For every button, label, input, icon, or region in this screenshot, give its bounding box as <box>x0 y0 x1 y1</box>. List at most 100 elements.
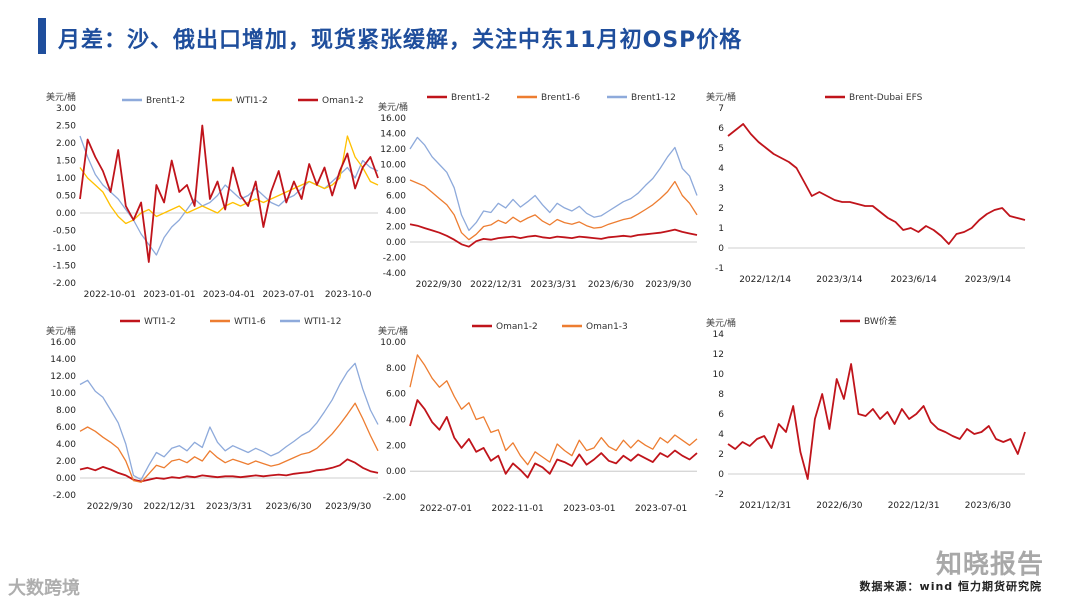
x-tick-label: 2023-07-01 <box>635 504 687 514</box>
series-line <box>409 136 698 232</box>
x-tick-label: 2022-07-01 <box>420 504 472 514</box>
y-tick-label: 14 <box>713 330 725 340</box>
x-tick-label: 2022/9/30 <box>87 502 133 512</box>
y-tick-label: -1 <box>715 264 724 274</box>
y-tick-label: 6.00 <box>386 390 406 400</box>
y-tick-label: 5 <box>718 144 724 154</box>
y-tick-label: -1.00 <box>53 244 77 254</box>
legend-label: Oman1-2 <box>322 96 364 106</box>
series-line <box>409 179 698 241</box>
legend-label: Brent1-6 <box>541 93 580 103</box>
y-tick-label: -2 <box>715 490 724 500</box>
y-tick-label: 8.00 <box>56 406 76 416</box>
y-tick-label: 2.00 <box>386 441 406 451</box>
x-tick-label: 2023-04-01 <box>203 290 255 300</box>
x-tick-label: 2023/6/30 <box>965 501 1011 511</box>
y-axis-unit-label: 美元/桶 <box>706 317 736 329</box>
series-line <box>409 354 698 466</box>
y-tick-label: 4.00 <box>386 207 406 217</box>
x-tick-label: 2023/9/30 <box>325 502 371 512</box>
y-tick-label: 3.00 <box>56 104 76 114</box>
y-tick-label: 10 <box>713 370 725 380</box>
y-tick-label: 4.00 <box>386 416 406 426</box>
x-tick-label: 2023/3/31 <box>530 280 576 290</box>
y-tick-label: 2 <box>718 204 724 214</box>
series-line <box>79 458 379 483</box>
y-tick-label: -4.00 <box>383 269 407 279</box>
data-source: 数据来源：wind 恒力期货研究院 <box>859 580 1042 593</box>
y-tick-label: -0.50 <box>53 227 77 237</box>
y-tick-label: 0 <box>718 244 724 254</box>
y-tick-label: 8.00 <box>386 176 406 186</box>
series-line <box>727 123 1026 245</box>
y-tick-label: -2.00 <box>383 254 407 264</box>
x-tick-label: 2023-03-01 <box>563 504 615 514</box>
x-tick-label: 2022/12/31 <box>143 502 195 512</box>
series-line <box>409 399 698 479</box>
legend-label: WTI1-2 <box>236 96 268 106</box>
x-tick-label: 2023/9/30 <box>645 280 691 290</box>
legend-label: WTI1-6 <box>234 317 266 327</box>
y-axis-unit-label: 美元/桶 <box>46 91 76 103</box>
y-tick-label: 8.00 <box>386 364 406 374</box>
y-tick-label: 0.00 <box>386 238 406 248</box>
y-axis-unit-label: 美元/桶 <box>378 325 408 337</box>
y-tick-label: 0.00 <box>386 467 406 477</box>
x-tick-label: 2022/12/31 <box>888 501 940 511</box>
chart-5-oman-spreads: 美元/桶 10.00 8.00 6.00 4.00 2.00 0.00 -2.00 2022-0… <box>372 312 707 527</box>
watermark-zhixiao: 知晓报告 <box>935 550 1044 580</box>
y-tick-label: 14.00 <box>380 130 406 140</box>
y-tick-label: 0.00 <box>56 209 76 219</box>
y-tick-label: 2.50 <box>56 122 76 132</box>
chart-1-wti-brent-oman: 美元/桶 3.00 2.50 2.00 1.50 1.00 0.50 0.00 -0.50 -1.… <box>40 88 385 313</box>
legend-label: WTI1-2 <box>144 317 176 327</box>
chart-4-wti-spreads: 美元/桶 16.00 14.00 12.00 10.00 8.00 6.00 4.00 2.00… <box>40 312 385 527</box>
x-tick-label: 2023-10-0 <box>325 290 372 300</box>
y-tick-label: 12.00 <box>380 145 406 155</box>
y-tick-label: -1.50 <box>53 262 77 272</box>
x-tick-label: 2022/9/30 <box>416 280 462 290</box>
series-line <box>79 135 379 225</box>
y-tick-label: 3 <box>718 184 724 194</box>
legend-label: Brent1-2 <box>451 93 490 103</box>
x-tick-label: 2022/6/30 <box>816 501 862 511</box>
y-tick-label: 0 <box>718 470 724 480</box>
x-tick-label: 2022/12/14 <box>739 275 791 285</box>
x-tick-label: 2023/6/14 <box>891 275 937 285</box>
legend-label: Oman1-2 <box>496 322 538 332</box>
y-tick-label: 2.00 <box>56 457 76 467</box>
y-tick-label: 10.00 <box>380 161 406 171</box>
y-tick-label: 10.00 <box>50 389 76 399</box>
legend-label: Oman1-3 <box>586 322 628 332</box>
x-tick-label: 2023/9/14 <box>965 275 1011 285</box>
y-tick-label: 6.00 <box>56 423 76 433</box>
watermark-dashu: 大数跨境 <box>8 578 80 599</box>
y-tick-label: 1.00 <box>56 174 76 184</box>
legend-label: Brent1-12 <box>631 93 676 103</box>
chart-3-brent-dubai-efs: 美元/桶 7 6 5 4 3 2 1 0 -1 2022/12/14 2023/3/14 2023/6/… <box>700 88 1040 313</box>
series-line <box>79 362 379 481</box>
y-tick-label: 1 <box>718 224 724 234</box>
chart-6-bw-spread: 美元/桶 14 12 10 8 6 4 2 0 -2 2021/12/31 2022/6/30 2022… <box>700 312 1040 527</box>
x-tick-label: 2022/12/31 <box>470 280 522 290</box>
x-tick-label: 2023/3/31 <box>206 502 252 512</box>
legend-label: BW价差 <box>864 315 897 327</box>
chart-2-brent-spreads: 美元/桶 16.00 14.00 12.00 10.00 8.00 6.00 4.00 2.00… <box>372 88 707 313</box>
title-accent-bar <box>38 18 46 54</box>
y-tick-label: 6.00 <box>386 192 406 202</box>
y-tick-label: 16.00 <box>380 114 406 124</box>
y-tick-label: 8 <box>718 390 724 400</box>
y-tick-label: 0.00 <box>56 474 76 484</box>
y-tick-label: 0.50 <box>56 192 76 202</box>
y-tick-label: 10.00 <box>380 338 406 348</box>
y-tick-label: 7 <box>718 104 724 114</box>
y-tick-label: -2.00 <box>383 493 407 503</box>
x-tick-label: 2023/6/30 <box>266 502 312 512</box>
y-tick-label: 1.50 <box>56 157 76 167</box>
legend-label: Brent1-2 <box>146 96 185 106</box>
y-axis-unit-label: 美元/桶 <box>46 325 76 337</box>
page-title: 月差：沙、俄出口增加，现货紧张缓解，关注中东11月初OSP价格 <box>58 28 743 53</box>
x-tick-label: 2021/12/31 <box>739 501 791 511</box>
y-tick-label: 12.00 <box>50 372 76 382</box>
series-line <box>79 124 379 263</box>
